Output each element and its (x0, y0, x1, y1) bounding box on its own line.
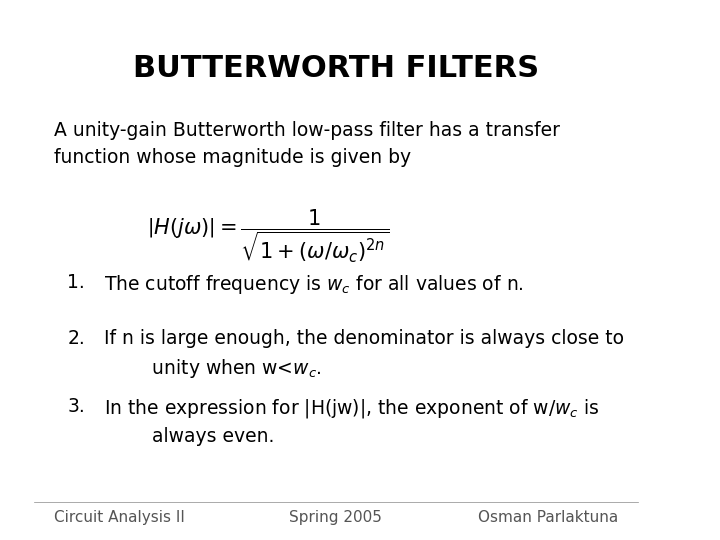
Text: $\left|H(j\omega)\right| = \dfrac{1}{\sqrt{1+\left(\omega/\omega_c\right)^{2n}}}: $\left|H(j\omega)\right| = \dfrac{1}{\sq… (148, 208, 390, 265)
Text: Spring 2005: Spring 2005 (289, 510, 382, 525)
Text: 2.: 2. (67, 329, 85, 348)
Text: 3.: 3. (67, 397, 85, 416)
Text: If n is large enough, the denominator is always close to
        unity when w<$w: If n is large enough, the denominator is… (104, 329, 624, 380)
Text: Circuit Analysis II: Circuit Analysis II (54, 510, 184, 525)
Text: 1.: 1. (67, 273, 85, 292)
Text: The cutoff frequency is $w_c$ for all values of n.: The cutoff frequency is $w_c$ for all va… (104, 273, 524, 296)
Text: BUTTERWORTH FILTERS: BUTTERWORTH FILTERS (132, 54, 539, 83)
Text: In the expression for |H(jw)|, the exponent of w/$w_c$ is
        always even.: In the expression for |H(jw)|, the expon… (104, 397, 600, 447)
Text: A unity-gain Butterworth low-pass filter has a transfer
function whose magnitude: A unity-gain Butterworth low-pass filter… (54, 122, 559, 167)
Text: Osman Parlaktuna: Osman Parlaktuna (477, 510, 618, 525)
